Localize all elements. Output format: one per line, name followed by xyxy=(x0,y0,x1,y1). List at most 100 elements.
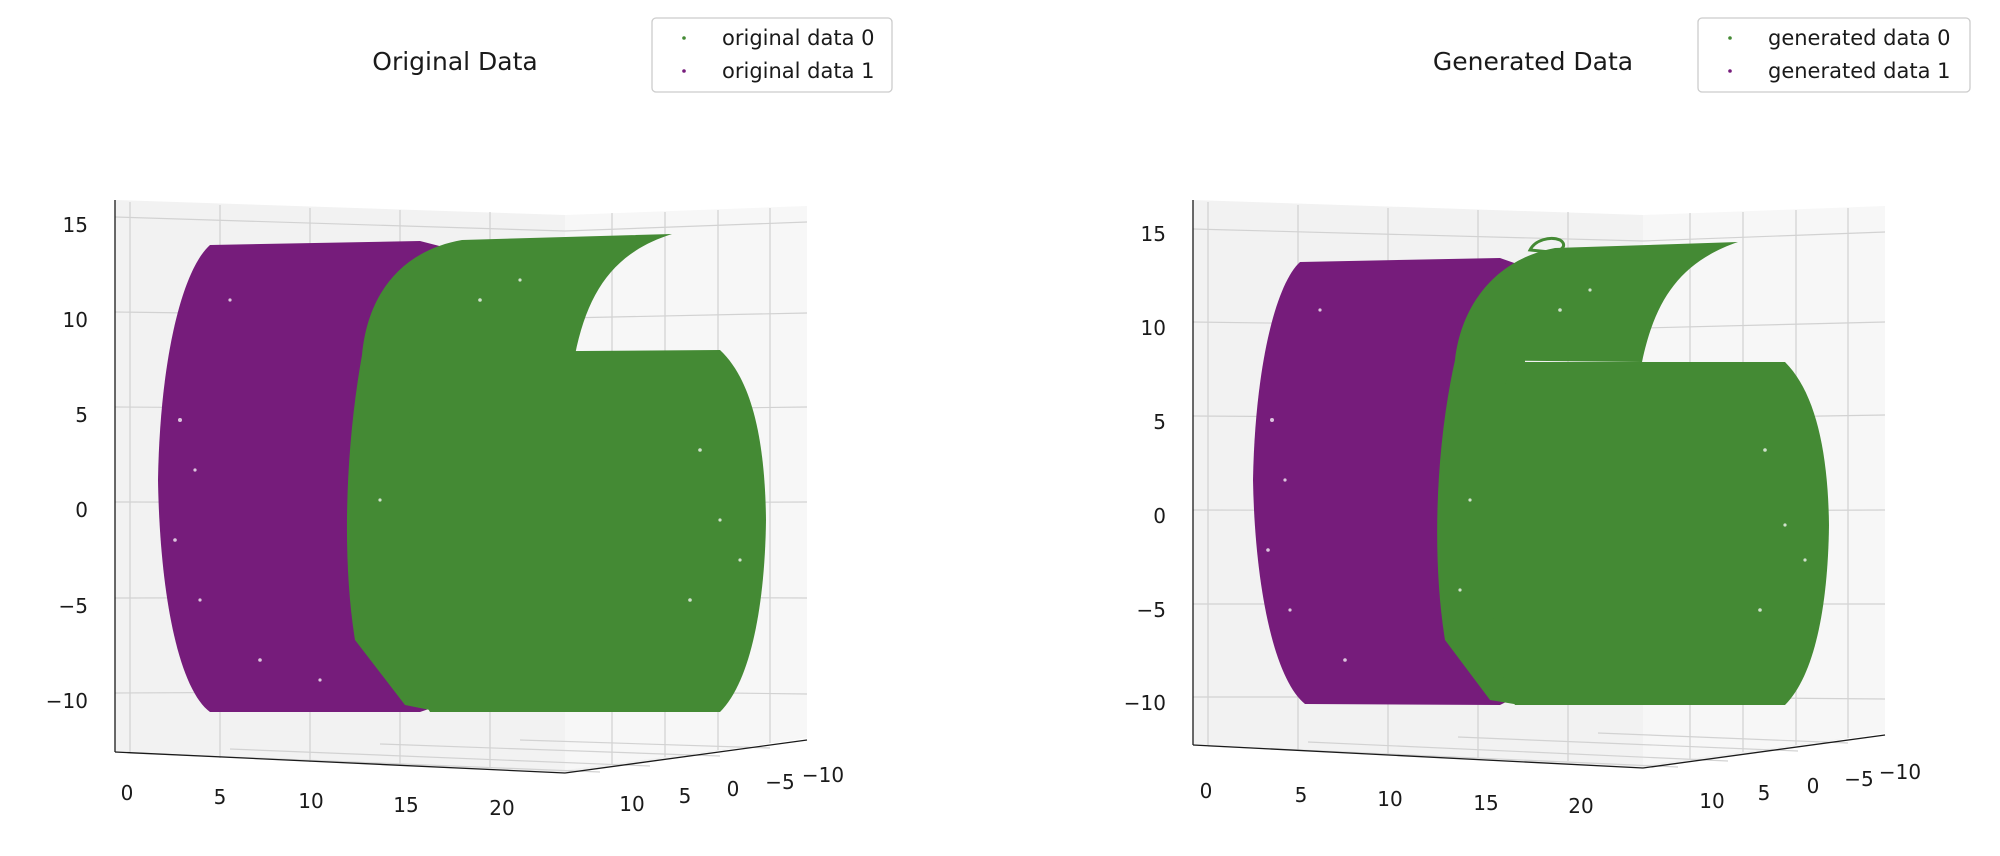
speckle xyxy=(378,498,382,502)
speckle xyxy=(1803,558,1807,562)
x-tick-label: 0 xyxy=(1200,779,1213,803)
speckle xyxy=(1468,498,1472,502)
speckle xyxy=(1270,418,1274,422)
grid-line xyxy=(379,743,721,757)
x-tick-label: 10 xyxy=(1377,787,1402,811)
speckle xyxy=(1458,588,1462,592)
legend-marker-series-0 xyxy=(682,36,686,40)
speckle xyxy=(718,518,722,522)
x-tick-label: 20 xyxy=(1568,794,1593,818)
y-tick-label: −10 xyxy=(1879,760,1921,784)
speckle xyxy=(178,418,182,422)
grid-line xyxy=(1457,736,1799,752)
speckle xyxy=(688,598,692,602)
speckle xyxy=(1558,308,1562,312)
data-points xyxy=(158,234,766,712)
z-tick-label: −5 xyxy=(1137,598,1166,622)
z-tick-label: 0 xyxy=(1153,504,1166,528)
generated-data-plot: Generated Data generated data 0 generate… xyxy=(1124,17,1971,818)
x-axis-line xyxy=(1192,744,1644,769)
z-ticks: 15 10 5 0 −5 −10 xyxy=(46,213,88,713)
speckle xyxy=(1588,288,1592,292)
y-ticks: 10 5 0 −5 −10 xyxy=(1699,760,1921,813)
speckle xyxy=(738,558,742,562)
speckle xyxy=(1783,523,1787,527)
grid-line xyxy=(519,739,771,749)
legend-box xyxy=(1697,17,1971,93)
y-tick-label: 5 xyxy=(679,784,692,808)
speckle xyxy=(318,678,322,682)
z-tick-label: 10 xyxy=(1141,316,1166,340)
x-ticks: 0 5 10 15 20 xyxy=(121,781,515,820)
y-tick-label: 10 xyxy=(1699,789,1724,813)
legend: original data 0 original data 1 xyxy=(651,17,893,93)
z-tick-label: 0 xyxy=(75,498,88,522)
x-tick-label: 5 xyxy=(1295,783,1308,807)
x-axis-line xyxy=(114,751,566,774)
y-tick-label: −5 xyxy=(1844,767,1873,791)
plot-title: Original Data xyxy=(372,47,537,76)
y-tick-label: 0 xyxy=(1807,774,1820,798)
speckle xyxy=(1758,608,1762,612)
z-tick-label: 5 xyxy=(1153,410,1166,434)
series-0-loop-artifact xyxy=(1527,236,1566,254)
speckle xyxy=(228,298,232,302)
series-0-cylinder xyxy=(1490,362,1829,705)
series-0-sheet xyxy=(362,234,672,355)
y-tick-label: 10 xyxy=(619,792,644,816)
grid-line xyxy=(1597,732,1849,744)
y-tick-label: −10 xyxy=(802,763,844,787)
speckle xyxy=(1283,478,1287,482)
speckle xyxy=(1288,608,1292,612)
x-tick-label: 15 xyxy=(393,793,418,817)
y-axis-line xyxy=(1642,734,1886,769)
grid-line xyxy=(1642,231,1886,242)
x-tick-label: 20 xyxy=(489,796,514,820)
y-tick-label: −5 xyxy=(765,770,794,794)
speckle xyxy=(518,278,522,282)
grid-line xyxy=(1642,321,1886,329)
z-tick-label: −5 xyxy=(59,594,88,618)
grid-line xyxy=(564,221,808,232)
legend-box xyxy=(651,17,893,93)
x-tick-label: 10 xyxy=(298,789,323,813)
y-axis-line xyxy=(564,739,808,774)
original-data-plot: Original Data original data 0 original d… xyxy=(46,17,893,820)
z-ticks: 15 10 5 0 −5 −10 xyxy=(1124,222,1166,715)
speckle xyxy=(193,468,197,472)
speckle xyxy=(1318,308,1322,312)
y-tick-label: 0 xyxy=(727,777,740,801)
legend-label-series-0: original data 0 xyxy=(722,26,875,50)
grid-line xyxy=(564,312,808,319)
legend-label-series-0: generated data 0 xyxy=(1768,26,1950,50)
y-ticks: 10 5 0 −5 −10 xyxy=(619,763,844,816)
z-tick-label: 15 xyxy=(63,213,88,237)
x-ticks: 0 5 10 15 20 xyxy=(1200,779,1594,818)
legend-marker-series-1 xyxy=(682,69,686,73)
speckle xyxy=(258,658,262,662)
speckle xyxy=(198,598,202,602)
speckle xyxy=(1266,548,1270,552)
point-speckle xyxy=(1266,288,1807,662)
z-tick-label: 15 xyxy=(1141,222,1166,246)
axis-lines xyxy=(1192,200,1886,769)
z-tick-label: −10 xyxy=(1124,691,1166,715)
plot-title: Generated Data xyxy=(1433,47,1633,76)
legend-marker-series-1 xyxy=(1728,69,1732,73)
speckle xyxy=(1343,658,1347,662)
speckle xyxy=(1763,448,1767,452)
point-speckle xyxy=(173,278,742,682)
y-tick-label: 5 xyxy=(1758,781,1771,805)
x-tick-label: 5 xyxy=(214,785,227,809)
speckle xyxy=(478,298,482,302)
legend-label-series-1: original data 1 xyxy=(722,59,875,83)
z-tick-label: −10 xyxy=(46,689,88,713)
data-points xyxy=(1253,236,1829,705)
grid-line xyxy=(1307,741,1729,762)
speckle xyxy=(173,538,177,542)
series-0-sheet xyxy=(1455,242,1738,362)
grid-line xyxy=(229,748,651,767)
x-tick-label: 15 xyxy=(1473,791,1498,815)
x-tick-label: 0 xyxy=(121,781,134,805)
